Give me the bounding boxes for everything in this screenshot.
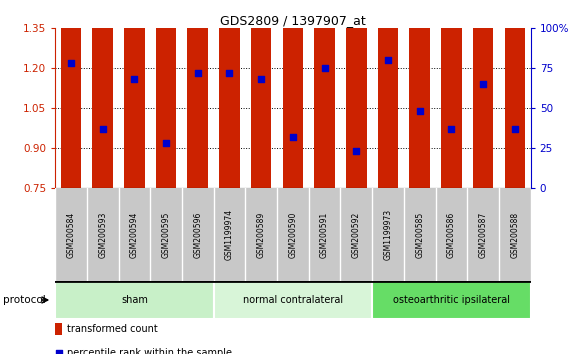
Point xyxy=(193,70,202,76)
Bar xyxy=(473,0,494,188)
Point xyxy=(66,61,75,66)
Text: GSM200593: GSM200593 xyxy=(98,211,107,258)
Text: percentile rank within the sample: percentile rank within the sample xyxy=(67,348,231,354)
Text: GSM200594: GSM200594 xyxy=(130,211,139,258)
Title: GDS2809 / 1397907_at: GDS2809 / 1397907_at xyxy=(220,14,366,27)
Bar xyxy=(55,281,213,319)
Bar xyxy=(55,323,62,336)
Text: GSM200588: GSM200588 xyxy=(510,211,519,258)
Text: GSM200584: GSM200584 xyxy=(67,211,75,258)
Point xyxy=(415,108,425,114)
Text: normal contralateral: normal contralateral xyxy=(243,295,343,305)
Point xyxy=(256,76,266,82)
Text: GSM200585: GSM200585 xyxy=(415,211,424,258)
Bar xyxy=(213,281,372,319)
Point xyxy=(478,81,488,87)
Text: GSM200592: GSM200592 xyxy=(352,211,361,258)
Bar xyxy=(156,0,176,188)
Text: GSM200596: GSM200596 xyxy=(193,211,202,258)
Text: GSM1199974: GSM1199974 xyxy=(225,209,234,260)
Bar xyxy=(346,0,367,188)
Text: transformed count: transformed count xyxy=(67,324,157,334)
Text: GSM200591: GSM200591 xyxy=(320,211,329,258)
Bar xyxy=(314,0,335,188)
Bar xyxy=(187,0,208,188)
Point xyxy=(383,57,393,63)
Point xyxy=(225,70,234,76)
Bar xyxy=(251,0,271,188)
Point xyxy=(447,126,456,132)
Point xyxy=(288,134,298,139)
Point xyxy=(510,126,520,132)
Point xyxy=(54,350,63,354)
Text: protocol: protocol xyxy=(3,295,46,305)
Text: GSM200586: GSM200586 xyxy=(447,211,456,258)
Bar xyxy=(378,0,398,188)
Text: sham: sham xyxy=(121,295,148,305)
Text: GSM200587: GSM200587 xyxy=(478,211,488,258)
Bar xyxy=(92,0,113,188)
Point xyxy=(351,148,361,154)
Point xyxy=(161,140,171,146)
Text: GSM200589: GSM200589 xyxy=(257,211,266,258)
Bar xyxy=(219,0,240,188)
Bar xyxy=(282,0,303,188)
Text: GSM200595: GSM200595 xyxy=(162,211,171,258)
Bar xyxy=(61,0,81,188)
Point xyxy=(320,65,329,71)
Bar xyxy=(505,0,525,188)
Bar xyxy=(409,0,430,188)
Text: GSM200590: GSM200590 xyxy=(288,211,298,258)
Point xyxy=(130,76,139,82)
Bar xyxy=(124,0,144,188)
Bar xyxy=(372,281,531,319)
Bar xyxy=(441,0,462,188)
Point xyxy=(98,126,107,132)
Text: osteoarthritic ipsilateral: osteoarthritic ipsilateral xyxy=(393,295,510,305)
Text: GSM1199973: GSM1199973 xyxy=(383,209,393,260)
